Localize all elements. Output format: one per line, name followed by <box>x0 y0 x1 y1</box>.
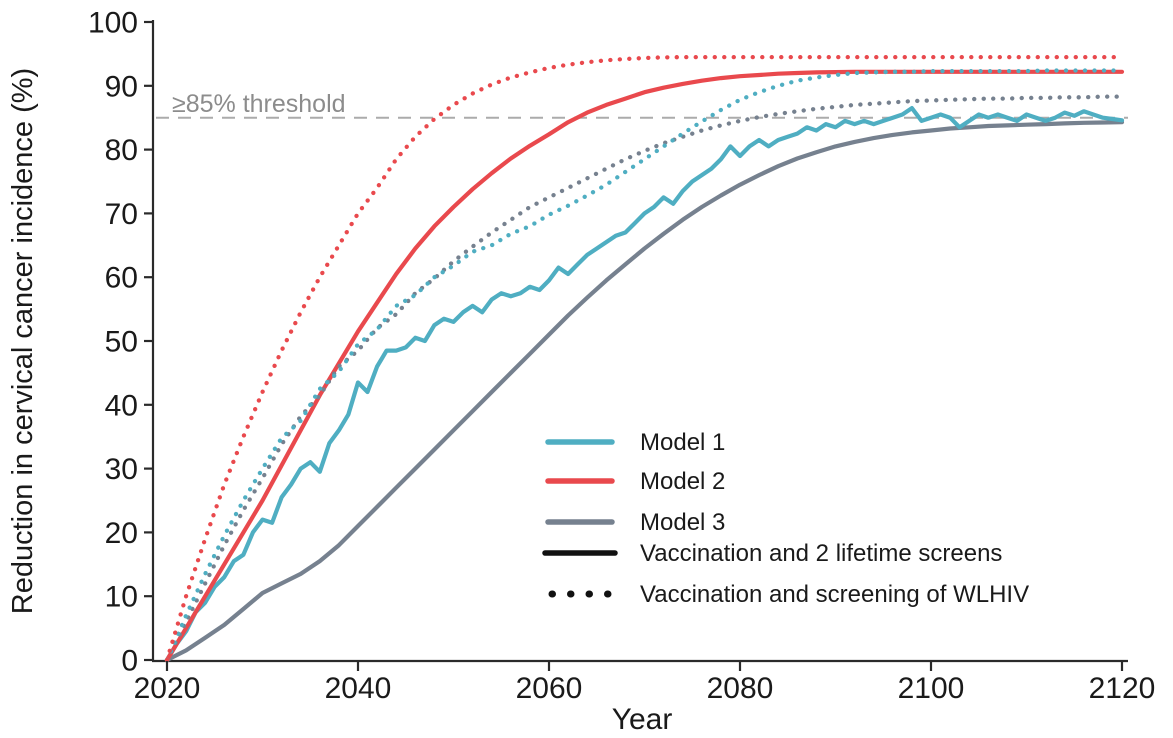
y-tick-label: 80 <box>105 134 138 167</box>
x-tick-label: 2020 <box>134 672 201 705</box>
legend-label-solid-scenario: Vaccination and 2 lifetime screens <box>640 540 1002 567</box>
legend: Model 1 Model 2 Model 3 Vaccination and … <box>542 429 1029 608</box>
x-tick-label: 2060 <box>516 672 583 705</box>
x-tick-label: 2100 <box>898 672 965 705</box>
y-tick-label: 40 <box>105 389 138 422</box>
legend-label-model-2: Model 2 <box>640 468 725 495</box>
x-tick-label: 2120 <box>1089 672 1156 705</box>
y-tick-label: 10 <box>105 581 138 614</box>
model-1-solid-line <box>164 105 1125 663</box>
model-3-dotted-line <box>164 94 1125 663</box>
model-1-dotted-line <box>164 68 1125 663</box>
y-tick-label: 100 <box>88 7 138 40</box>
ticks-layer: 2020 2040 2060 2080 2100 2120 0 10 20 30 40 50 60 70 8… <box>88 7 1155 706</box>
x-axis-title: Year <box>612 703 673 736</box>
legend-label-model-1: Model 1 <box>640 429 725 456</box>
legend-label-model-3: Model 3 <box>640 509 725 536</box>
model-2-dotted-line <box>164 54 1125 663</box>
y-tick-label: 90 <box>105 70 138 103</box>
y-axis-title: Reduction in cervical cancer incidence (… <box>7 68 39 614</box>
legend-label-dotted-scenario: Vaccination and screening of WLHIV <box>640 581 1029 608</box>
y-tick-label: 20 <box>105 517 138 550</box>
series-layer <box>164 54 1125 663</box>
y-tick-label: 30 <box>105 453 138 486</box>
y-tick-label: 0 <box>121 645 138 678</box>
x-tick-label: 2040 <box>325 672 392 705</box>
model-2-solid-line <box>164 69 1125 663</box>
model-3-solid-line <box>164 120 1125 663</box>
x-tick-label: 2080 <box>707 672 774 705</box>
y-tick-label: 70 <box>105 198 138 231</box>
y-tick-label: 60 <box>105 262 138 295</box>
threshold-label: ≥85% threshold <box>172 90 346 118</box>
y-tick-label: 50 <box>105 326 138 359</box>
